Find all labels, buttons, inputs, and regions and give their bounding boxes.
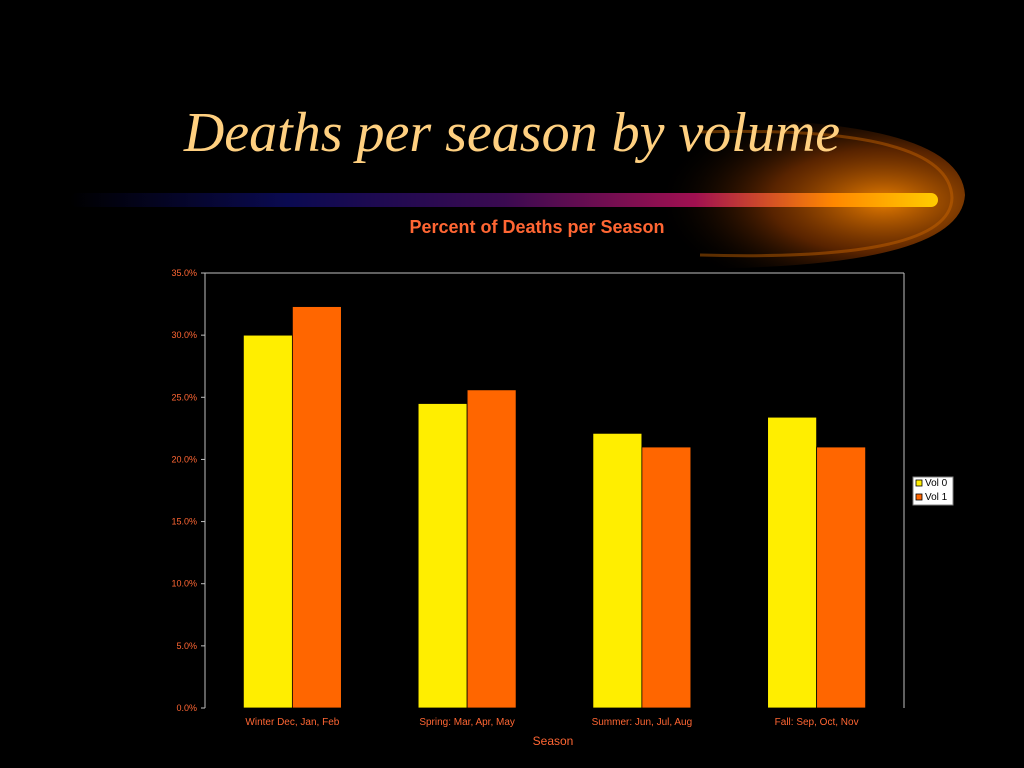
bar-vol1	[641, 446, 692, 709]
bar-vol1	[291, 306, 342, 709]
y-tick-label: 20.0%	[171, 454, 197, 464]
y-tick-label: 0.0%	[176, 703, 197, 713]
legend: Vol 0 Vol 1	[912, 476, 954, 506]
legend-swatch-vol1	[915, 493, 923, 501]
bar-vol0	[592, 432, 643, 709]
chart-title: Percent of Deaths per Season	[409, 217, 664, 237]
legend-label-vol1: Vol 1	[925, 492, 948, 503]
y-tick-label: 15.0%	[171, 517, 197, 527]
slide-title: Deaths per season by volume	[183, 102, 841, 164]
legend-label-vol0: Vol 0	[925, 478, 948, 489]
y-tick-label: 30.0%	[171, 330, 197, 340]
x-tick-label: Winter Dec, Jan, Feb	[245, 717, 339, 728]
legend-swatch-vol0	[915, 479, 923, 487]
y-tick-label: 35.0%	[171, 268, 197, 278]
x-tick-label: Spring: Mar, Apr, May	[419, 717, 515, 728]
x-tick-label: Fall: Sep, Oct, Nov	[775, 717, 859, 728]
bar-vol0	[767, 416, 818, 709]
bar-vol0	[417, 403, 468, 709]
x-axis-label: Season	[533, 734, 574, 748]
x-tick-label: Summer: Jun, Jul, Aug	[592, 717, 693, 728]
bar-vol1	[816, 446, 867, 709]
y-tick-label: 10.0%	[171, 579, 197, 589]
bar-vol0	[242, 334, 293, 709]
bar-vol1	[466, 389, 517, 709]
y-tick-label: 5.0%	[176, 641, 197, 651]
y-tick-label: 25.0%	[171, 392, 197, 402]
